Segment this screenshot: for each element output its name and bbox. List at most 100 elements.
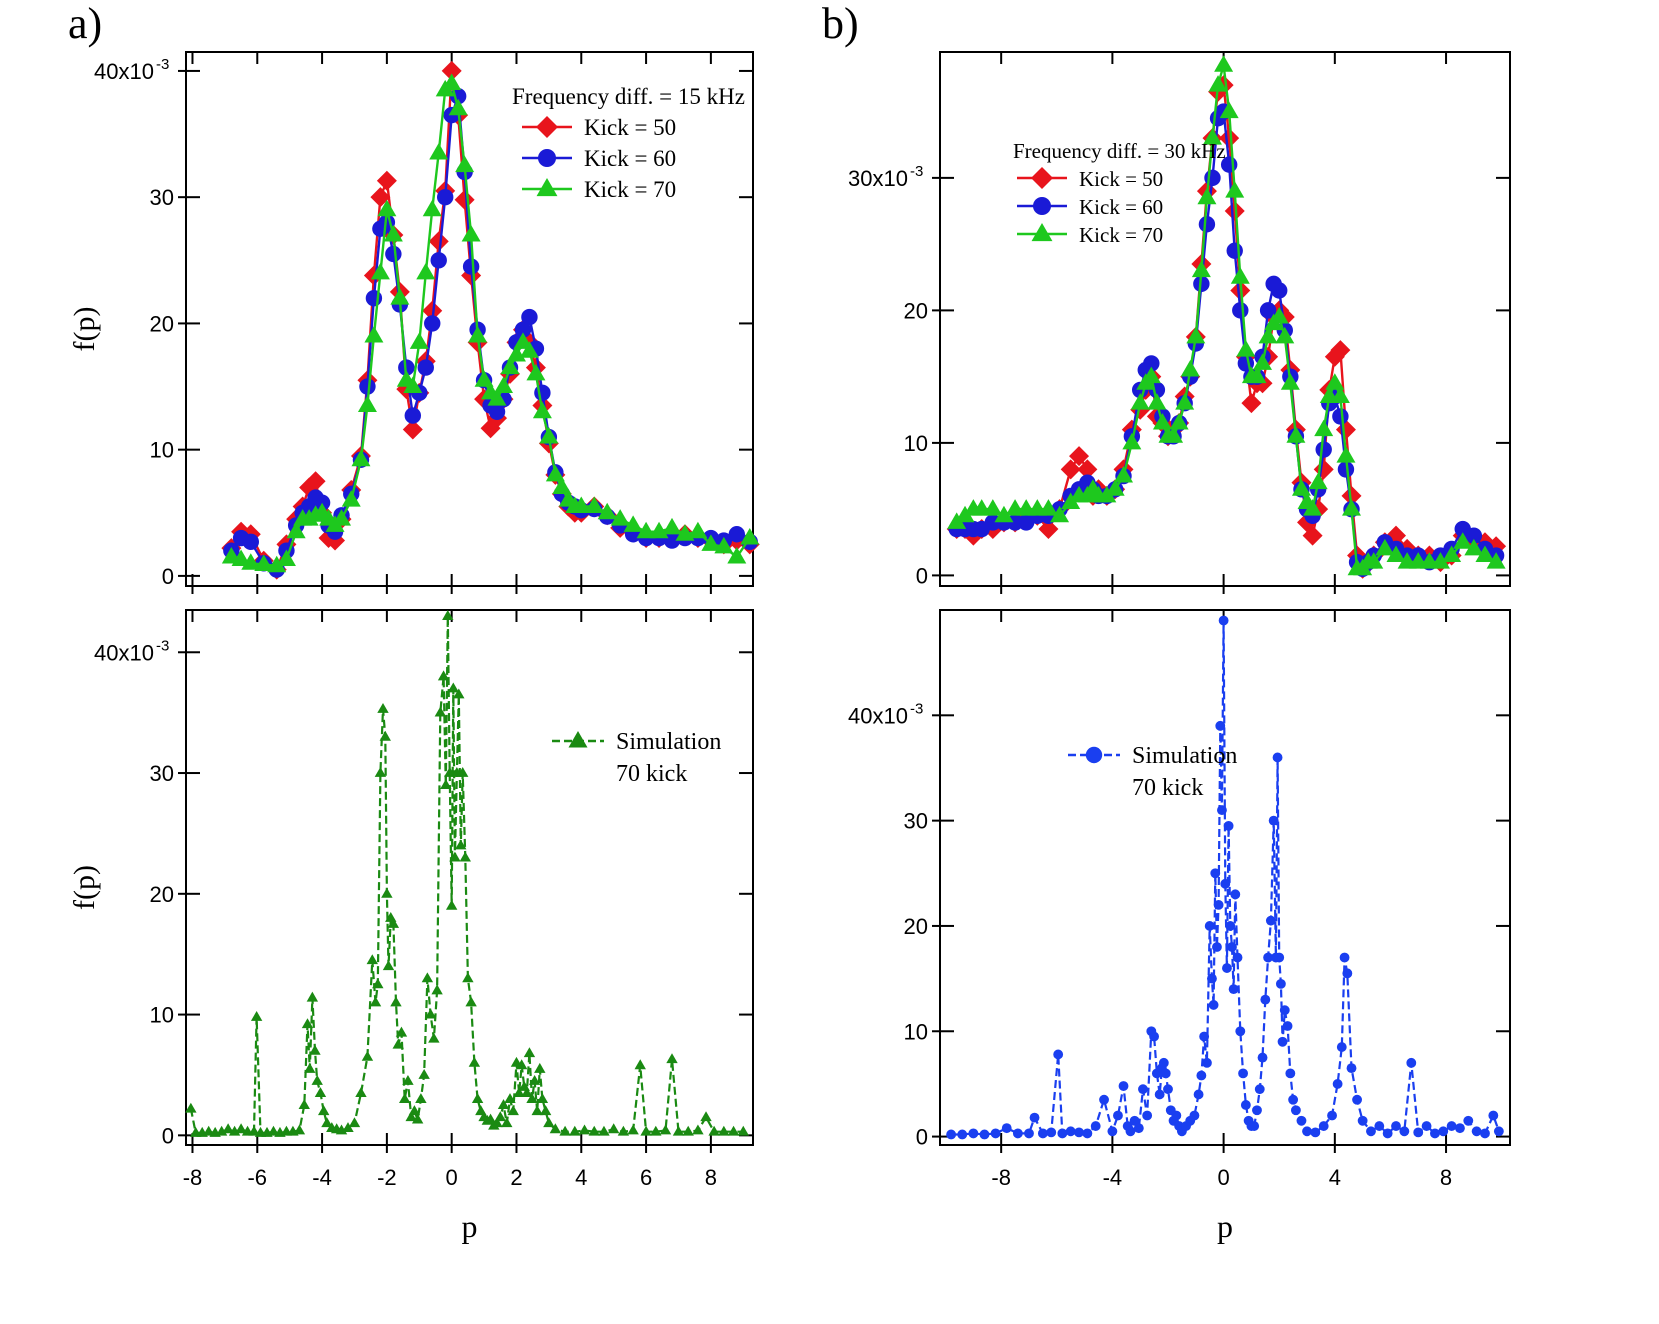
y-tick-label: 40x10 (94, 640, 154, 665)
data-point (440, 779, 452, 790)
data-point (692, 1124, 704, 1135)
data-point (1212, 942, 1222, 952)
data-point (1141, 366, 1161, 384)
data-point (571, 496, 591, 513)
y-tick-exponent: -3 (910, 700, 923, 717)
x-tick-label: 8 (1440, 1165, 1452, 1190)
x-tick-label: -4 (312, 1165, 332, 1190)
data-point (545, 464, 565, 482)
data-point (408, 1105, 421, 1116)
y-tick-label: 10 (904, 431, 928, 456)
data-point (1263, 952, 1274, 963)
y-tick-exponent: -3 (910, 163, 923, 180)
data-point (627, 1124, 639, 1135)
data-point (666, 1053, 678, 1064)
data-point (459, 851, 471, 862)
data-point (1113, 1110, 1123, 1121)
data-point (1122, 432, 1142, 450)
data-point (1082, 1128, 1093, 1139)
data-point (456, 767, 469, 777)
data-point (430, 252, 447, 269)
data-point (718, 1125, 730, 1136)
legend-entry: Kick = 60 (584, 146, 676, 171)
data-point (465, 996, 477, 1007)
data-point (1391, 1121, 1401, 1131)
data-point (1446, 1121, 1457, 1131)
data-point (267, 1125, 280, 1136)
series-kick-60 (948, 103, 1505, 577)
data-point (607, 1123, 620, 1134)
data-point (1077, 459, 1098, 480)
y-tick-label: 30 (150, 761, 174, 786)
data-point (1220, 878, 1231, 889)
y-tick-label: 20 (904, 298, 928, 323)
data-point (1327, 1110, 1337, 1121)
data-point (1219, 101, 1239, 119)
data-point (1336, 446, 1356, 463)
data-point (1310, 1127, 1321, 1138)
data-point (659, 1124, 672, 1135)
data-point (1253, 353, 1273, 370)
data-point (504, 1093, 516, 1104)
data-point (1169, 413, 1189, 430)
data-point (640, 1125, 652, 1136)
data-point (404, 407, 421, 424)
data-point (454, 189, 475, 210)
data-point (487, 389, 507, 406)
x-tick-label: 4 (575, 1165, 587, 1190)
data-point (399, 1093, 411, 1104)
y-tick-label: 10 (150, 1003, 174, 1028)
data-point (231, 549, 251, 566)
data-point (1259, 302, 1277, 319)
data-point (1332, 1078, 1343, 1089)
data-point (946, 1129, 957, 1140)
data-point (357, 395, 377, 412)
data-point (449, 851, 461, 862)
legend-entry: 70 kick (1132, 775, 1203, 801)
data-point (501, 1117, 513, 1128)
data-point (672, 1125, 685, 1136)
series-simulation-70-kick (946, 615, 1504, 1140)
y-tick-label: 30 (904, 809, 928, 834)
data-point (1228, 984, 1239, 995)
data-point (1105, 479, 1125, 496)
data-point (437, 670, 450, 681)
data-point (1012, 1128, 1023, 1139)
data-point (714, 536, 734, 554)
data-point (366, 954, 378, 965)
x-tick-label: 8 (705, 1165, 717, 1190)
data-point (235, 1123, 247, 1134)
data-point (298, 1099, 310, 1110)
data-point (983, 499, 1003, 516)
legend-marker (1031, 167, 1053, 189)
data-point (588, 1125, 600, 1136)
data-point (1225, 921, 1236, 931)
data-point (387, 917, 400, 928)
data-point (1493, 1126, 1504, 1137)
data-point (708, 1125, 720, 1136)
data-point (311, 1074, 323, 1085)
data-point (455, 839, 467, 850)
legend-entry: Kick = 70 (584, 177, 676, 202)
data-point (494, 1111, 506, 1122)
x-tick-label: -2 (377, 1165, 397, 1190)
chart-a-top: 0 10 20 30 40x10 -3 f(p) Frequency diff. = 15 k… (68, 51, 760, 594)
data-point (434, 706, 447, 717)
x-tick-label: 4 (1329, 1165, 1341, 1190)
data-point (390, 288, 410, 305)
data-point (1029, 1112, 1040, 1123)
data-point (402, 1074, 414, 1085)
data-point (1386, 545, 1406, 563)
y-tick-exponent: -3 (156, 637, 169, 654)
data-point (370, 187, 391, 208)
data-point (1249, 1121, 1260, 1131)
data-point (1315, 441, 1332, 458)
plot-frame (185, 609, 754, 1146)
y-tick-label: 10 (150, 438, 174, 463)
data-point (528, 1074, 541, 1085)
data-point (359, 378, 376, 395)
data-point (418, 1068, 430, 1079)
data-point (1147, 393, 1167, 410)
x-tick-label: -4 (1103, 1165, 1123, 1190)
